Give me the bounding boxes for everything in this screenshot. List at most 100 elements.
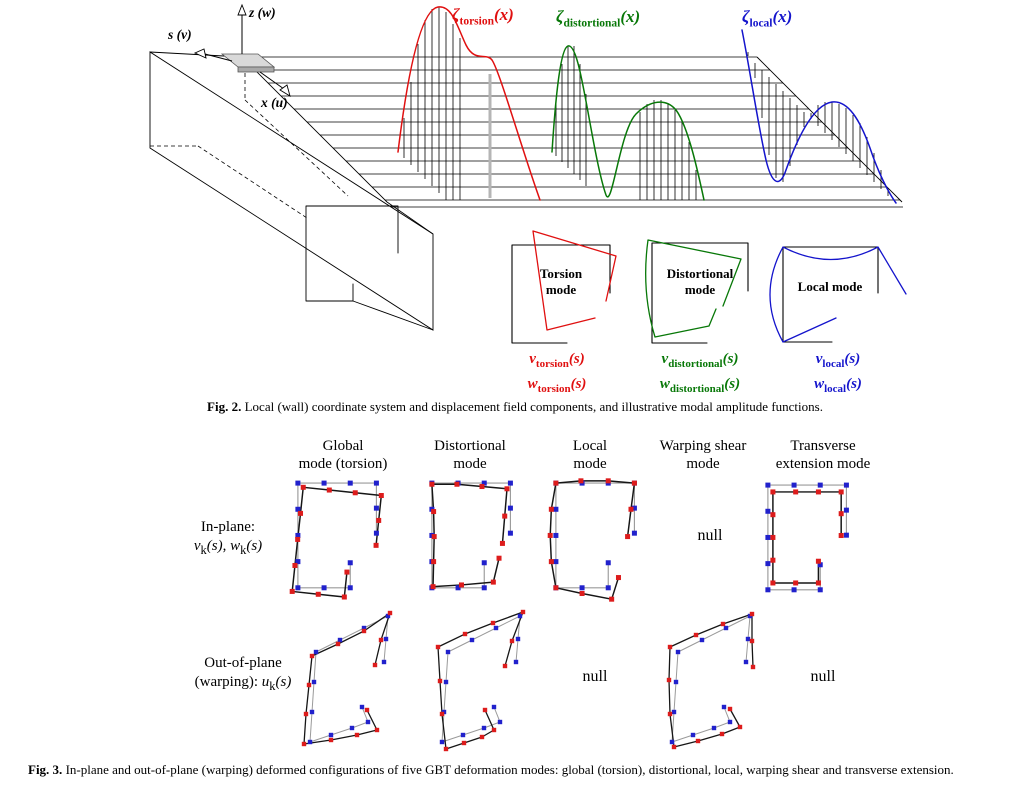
deformed-node: [667, 644, 673, 650]
torsion-mode-labels: vtorsion(s) wtorsion(s): [487, 349, 627, 399]
deformed-node: [354, 732, 360, 738]
deformed-node: [579, 590, 585, 596]
undeformed-node: [373, 505, 379, 511]
top-flange-surface: [241, 56, 903, 208]
deformed-node: [770, 512, 776, 518]
local-amplitude-wave: [741, 29, 897, 204]
deformed-node: [378, 637, 384, 643]
deformed-node: [720, 621, 726, 627]
undeformed-node: [307, 739, 313, 745]
panel-inplane-transverse-extension: [765, 482, 849, 593]
undeformed-node: [507, 480, 513, 486]
panel-inplane-global-torsion: [289, 480, 384, 600]
undeformed-node: [321, 585, 327, 591]
fig3-caption: Fig. 3. In-plane and out-of-plane (warpi…: [28, 762, 1004, 779]
deformed-node: [479, 734, 485, 740]
deformed-node: [439, 711, 445, 717]
deformed-node: [625, 534, 631, 540]
deformed-node: [315, 591, 321, 597]
deformed-node: [553, 585, 559, 591]
deformed-node: [547, 532, 553, 538]
deformed-node: [372, 662, 378, 668]
zeta-distortional-label: ζdistortional(x): [556, 7, 640, 29]
undeformed-node: [481, 585, 487, 591]
distortional-amplitude-wave: [551, 45, 705, 201]
deformed-node: [793, 489, 799, 495]
column-header-global: Global mode (torsion): [298, 438, 388, 472]
undeformed-node: [311, 679, 317, 685]
deformed-node: [793, 580, 799, 586]
undeformed-node: [553, 532, 559, 538]
deformed-node: [431, 534, 437, 540]
v-torsion-label: vtorsion(s): [529, 351, 585, 370]
torsion-amplitude-wave: [397, 6, 541, 201]
deformed-node: [666, 677, 672, 683]
deformed-node: [695, 738, 701, 744]
deformed-node: [548, 506, 554, 512]
deformed-node: [749, 638, 755, 644]
deformed-node: [628, 506, 634, 512]
deformed-node: [458, 582, 464, 588]
undeformed-node: [675, 649, 681, 655]
undeformed-node: [765, 482, 771, 488]
deformed-node: [490, 579, 496, 585]
deformed-node: [300, 484, 306, 490]
undeformed-node: [631, 505, 637, 511]
undeformed-node: [515, 636, 521, 642]
deformed-node: [289, 588, 295, 594]
deformed-node: [344, 569, 350, 575]
undeformed-node: [817, 587, 823, 593]
undeformed-node: [481, 560, 487, 566]
deformed-node: [374, 727, 380, 733]
deformed-node: [461, 740, 467, 746]
undeformed-node: [671, 709, 677, 715]
deformed-node: [491, 727, 497, 733]
undeformed-node: [295, 585, 301, 591]
fig2-caption-text: Local (wall) coordinate system and displ…: [244, 399, 823, 414]
undeformed-node: [313, 649, 319, 655]
undeformed-node: [373, 530, 379, 536]
s-axis-label: s (v): [168, 27, 192, 42]
null-cell-outofplane-local: null: [582, 668, 608, 685]
undeformed-node: [579, 585, 585, 591]
zeta-arg: (x): [772, 7, 793, 26]
w-distortional-label: wdistortional(s): [659, 376, 741, 395]
null-cell-inplane-warping-shear: null: [697, 527, 723, 544]
undeformed-node: [517, 613, 523, 619]
undeformed-node: [605, 585, 611, 591]
deformed-node: [838, 511, 844, 517]
undeformed-node: [347, 480, 353, 486]
deformed-node: [303, 711, 309, 717]
deformed-node: [770, 580, 776, 586]
undeformed-node: [507, 530, 513, 536]
local-mode-labels: vlocal(s) wlocal(s): [768, 349, 908, 399]
undeformed-node: [553, 506, 559, 512]
deformed-node: [693, 632, 699, 638]
undeformed-node: [631, 530, 637, 536]
undeformed-node: [439, 739, 445, 745]
undeformed-node: [460, 732, 466, 738]
undeformed-node: [743, 659, 749, 665]
undeformed-node: [365, 719, 371, 725]
undeformed-node: [309, 709, 315, 715]
undeformed-node: [295, 506, 301, 512]
deformed-node: [631, 480, 637, 486]
undeformed-node: [817, 482, 823, 488]
undeformed-node: [361, 625, 367, 631]
w-torsion-label: wtorsion(s): [527, 376, 587, 395]
deformed-node: [431, 559, 437, 565]
deformed-node: [770, 534, 776, 540]
zeta-symbol: ζ: [452, 5, 460, 24]
undeformed-node: [673, 679, 679, 685]
undeformed-node: [445, 649, 451, 655]
undeformed-node: [497, 719, 503, 725]
zeta-arg: (x): [620, 7, 641, 26]
undeformed-node: [347, 585, 353, 591]
undeformed-node: [295, 559, 301, 565]
row-label-in-plane: In-plane: vk(s), wk(s): [193, 519, 263, 557]
deformed-node: [364, 707, 370, 713]
deformed-node: [341, 594, 347, 600]
deformed-node: [750, 664, 756, 670]
distortional-mode-labels: vdistortional(s) wdistortional(s): [630, 349, 770, 399]
undeformed-node: [469, 637, 475, 643]
